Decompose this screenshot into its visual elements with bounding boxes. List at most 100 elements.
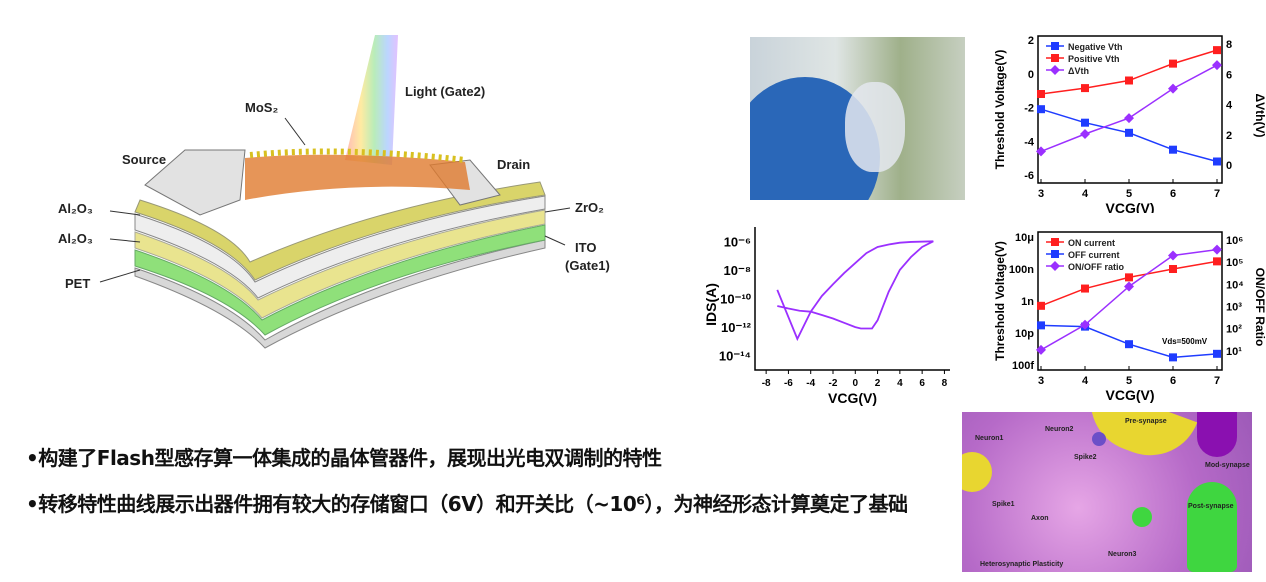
y2-tick-label: 0 <box>1226 160 1232 172</box>
x-tick-label: 4 <box>1082 188 1089 200</box>
y-tick-label: 10⁻¹² <box>721 320 752 335</box>
label-ito-gate1: (Gate1) <box>565 258 610 273</box>
source-electrode <box>144 149 246 216</box>
y-tick-label: 100n <box>1009 264 1034 276</box>
layer-green <box>134 224 546 336</box>
label-al2o3-top: Al₂O₃ <box>58 201 93 216</box>
y2-axis-label: ON/OFF Ratio <box>1253 268 1266 347</box>
y-axis-label: Threshold Voltage(V) <box>993 50 1007 170</box>
y-tick-label: -2 <box>1024 103 1034 115</box>
data-point <box>1169 265 1177 273</box>
label-axon: Axon <box>1031 515 1049 522</box>
on-off-current-chart: 3 4 5 6 7 100f 10p 1n 100n 10μ 10¹ 10² 10³ 10⁴ 10⁵ 10⁶ V… <box>993 231 1266 403</box>
x-tick-label: -4 <box>806 378 815 389</box>
transfer-curve-chart: -8 -6 -4 -2 0 2 4 6 8 10⁻¹⁴ 10⁻¹² 10⁻¹⁰ 10⁻⁸ 10⁻⁶ VCG(… <box>703 227 950 406</box>
mos2-layer <box>245 154 470 200</box>
data-point <box>1212 244 1222 255</box>
y-tick-label: 10p <box>1015 328 1034 340</box>
plot-frame <box>1037 231 1223 371</box>
data-point <box>1081 84 1089 93</box>
threshold-voltage-chart: 3 4 5 6 7 -6 -4 -2 0 2 0 2 4 6 8 VCG(V) Threshold Voltag… <box>993 35 1266 213</box>
x-tick-label: -2 <box>829 378 838 389</box>
layer-al2o3-top <box>134 181 546 281</box>
legend-label: ON current <box>1068 238 1115 248</box>
y2-tick-label: 10⁴ <box>1226 279 1244 291</box>
layer-al2o3-bottom <box>134 209 546 319</box>
neuron-synapse-illustration: Neuron1 Neuron2 Neuron3 Spike1 Spike2 Ax… <box>962 412 1252 572</box>
y-axis-label: Threshold Voltage(V) <box>993 241 1007 361</box>
data-point <box>1213 349 1221 358</box>
x-axis-label: VCG(V) <box>1106 387 1155 403</box>
y-tick-label: 2 <box>1028 35 1034 47</box>
y2-tick-label: 4 <box>1226 100 1233 112</box>
x-axis-label: VCG(V) <box>828 390 877 406</box>
data-point <box>1125 128 1133 137</box>
x-tick-label: 5 <box>1126 375 1132 387</box>
x-tick-label: 5 <box>1126 188 1132 200</box>
light-beam <box>345 35 398 165</box>
data-point <box>1050 261 1060 271</box>
x-tick-label: 3 <box>1038 188 1044 200</box>
layer-pet <box>134 239 546 349</box>
data-point <box>1168 250 1178 261</box>
data-point <box>1037 301 1045 310</box>
label-zro2: ZrO₂ <box>575 200 604 215</box>
transfer-curve <box>776 240 934 342</box>
device-schematic <box>99 35 571 349</box>
data-point <box>1213 257 1221 266</box>
label-al2o3-bottom: Al₂O₃ <box>58 231 93 246</box>
label-heterosynaptic-plasticity: Heterosynaptic Plasticity <box>980 561 1064 568</box>
data-point <box>1080 319 1090 330</box>
data-point <box>1212 60 1222 71</box>
label-neuron2: Neuron2 <box>1045 426 1074 433</box>
data-point <box>1037 105 1045 114</box>
legend-label: OFF current <box>1068 250 1120 260</box>
y-tick-label: 10⁻⁸ <box>724 263 751 278</box>
y2-tick-label: 6 <box>1226 69 1232 81</box>
y2-tick-label: 10³ <box>1226 302 1242 314</box>
label-mod-synapse: Mod-synapse <box>1205 462 1250 469</box>
legend-label: Positive Vth <box>1068 54 1120 64</box>
label-light: Light (Gate2) <box>405 84 486 99</box>
layer-zro2 <box>134 195 546 299</box>
y-tick-label: -6 <box>1024 170 1034 182</box>
x-tick-label: 7 <box>1214 375 1220 387</box>
bullet-1: •构建了Flash型感存算一体集成的晶体管器件，展现出光电双调制的特性 <box>26 446 662 470</box>
y-tick-label: 10⁻¹⁰ <box>720 292 752 307</box>
x-tick-label: 3 <box>1038 375 1044 387</box>
x-tick-label: -8 <box>762 378 771 389</box>
y2-tick-label: 8 <box>1226 39 1232 51</box>
label-spike1: Spike1 <box>992 501 1015 508</box>
data-point <box>1125 76 1133 85</box>
y2-tick-label: 10² <box>1226 324 1242 336</box>
annotation: Vds=500mV <box>1162 337 1208 346</box>
x-tick-label: 6 <box>1170 188 1176 200</box>
data-point <box>1036 146 1046 157</box>
label-source: Source <box>122 152 167 167</box>
data-point <box>1169 59 1177 68</box>
data-point <box>1081 284 1089 293</box>
x-tick-label: 7 <box>1214 188 1220 200</box>
x-tick-label: 0 <box>853 378 859 389</box>
legend-label: Negative Vth <box>1068 42 1123 52</box>
y-tick-label: 10⁻¹⁴ <box>719 349 751 364</box>
data-point <box>1213 46 1221 55</box>
data-point <box>1037 321 1045 330</box>
y2-axis-label: ΔVth(V) <box>1253 94 1266 138</box>
data-point <box>1124 281 1134 292</box>
data-point <box>1051 250 1059 258</box>
label-neuron1: Neuron1 <box>975 435 1004 442</box>
data-point <box>1080 128 1090 139</box>
x-tick-label: 6 <box>1170 375 1176 387</box>
plot-frame <box>1037 35 1223 184</box>
data-point <box>1213 157 1221 166</box>
x-axis-label: VCG(V) <box>1106 200 1155 213</box>
x-tick-label: -6 <box>784 378 793 389</box>
y-tick-label: 0 <box>1028 69 1034 81</box>
data-point <box>1169 145 1177 154</box>
y2-tick-label: 10⁶ <box>1226 235 1243 247</box>
label-post-synapse: Post-synapse <box>1188 503 1234 510</box>
label-pre-synapse: Pre-synapse <box>1125 418 1167 425</box>
plot-axes <box>754 227 950 371</box>
x-tick-label: 4 <box>897 378 903 389</box>
